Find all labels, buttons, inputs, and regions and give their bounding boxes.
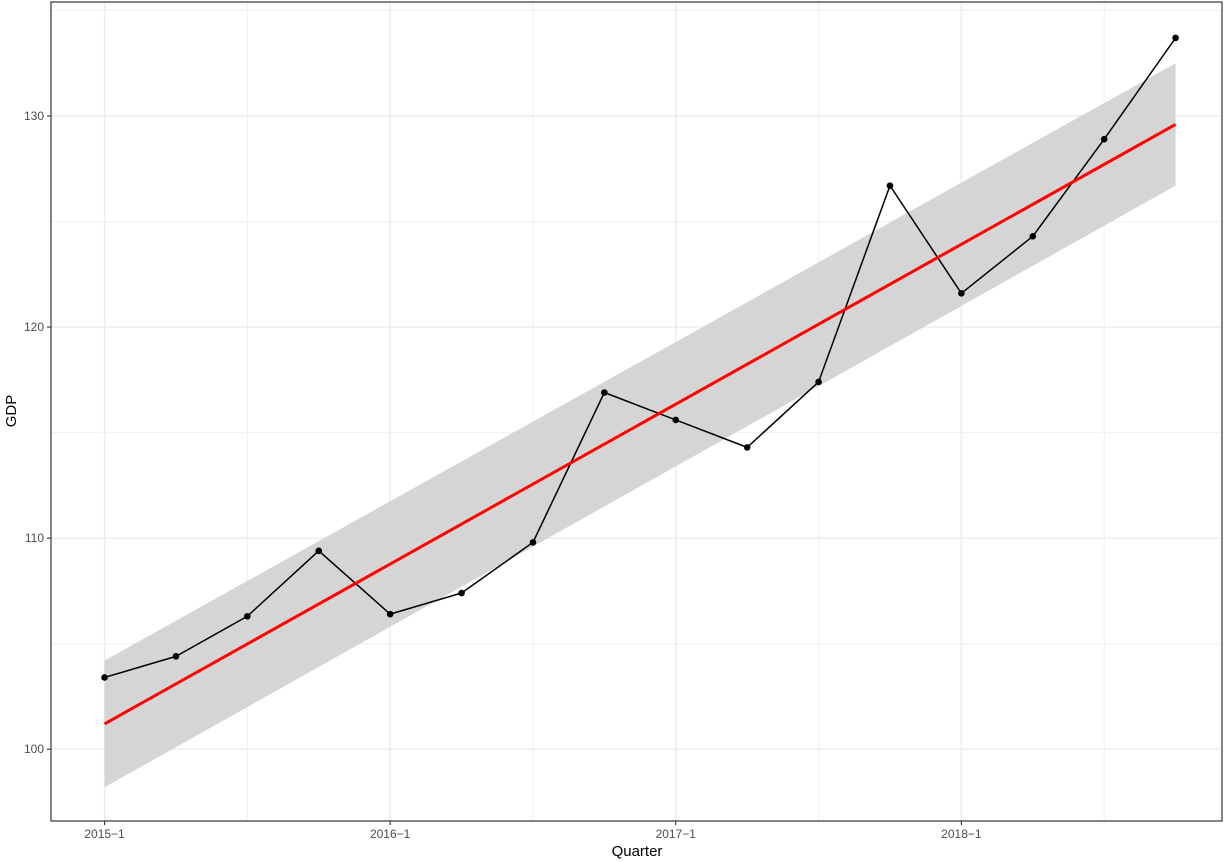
gdp-series-line [104, 37, 1177, 679]
data-point [601, 389, 608, 396]
data-point [386, 610, 394, 618]
data-point [101, 674, 108, 681]
data-point [172, 653, 180, 660]
y-axis-title: GDP [3, 395, 20, 428]
x-axis: 2015−1 2016−1 2017−1 2018−1 [84, 821, 982, 841]
y-tick-label: 100 [24, 742, 44, 756]
x-tick-label: 2016−1 [370, 827, 411, 841]
data-point [315, 547, 323, 555]
panel-border [50, 1, 1223, 822]
data-point [958, 289, 965, 297]
data-point [743, 444, 751, 451]
y-tick-label: 130 [24, 109, 44, 123]
y-axis: 100 110 120 130 [24, 109, 51, 756]
data-point [886, 182, 894, 189]
x-axis-title: Quarter [612, 843, 663, 860]
x-tick-label: 2015−1 [84, 827, 125, 841]
data-point [529, 539, 537, 546]
data-point [244, 612, 251, 620]
x-tick-label: 2017−1 [656, 827, 697, 841]
y-tick-label: 120 [24, 320, 44, 334]
data-point [672, 416, 680, 424]
data-point [458, 589, 465, 597]
data-point [1029, 233, 1037, 240]
data-point [1172, 34, 1179, 42]
x-tick-label: 2018−1 [941, 827, 982, 841]
y-tick-label: 110 [25, 531, 44, 545]
data-point [1100, 135, 1108, 143]
regression-layer [103, 123, 1177, 726]
regression-line [103, 123, 1177, 726]
data-point [815, 378, 822, 386]
panel-border-layer [50, 1, 1223, 822]
points-layer [101, 34, 1179, 681]
series-layer [104, 37, 1177, 679]
